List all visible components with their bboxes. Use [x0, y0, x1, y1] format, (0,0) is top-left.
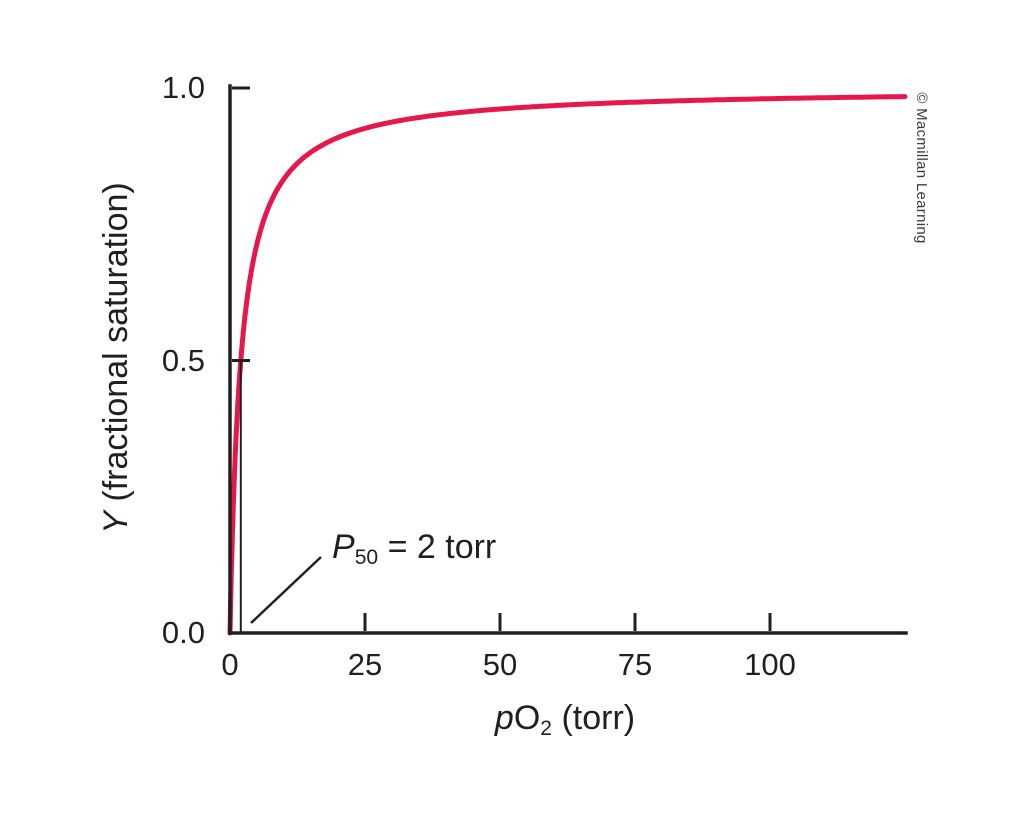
saturation-curve — [227, 94, 908, 636]
x-tick-label-25: 25 — [347, 647, 383, 682]
p50-symbol: P — [332, 528, 355, 566]
tick-marks — [232, 86, 772, 631]
x-axis-symbol-o: O — [513, 699, 541, 737]
x-axis-subscript: 2 — [540, 716, 552, 740]
p50-value-text: = 2 torr — [378, 528, 497, 566]
x-tick-label-75: 75 — [617, 647, 653, 682]
y-tick-label-1.0: 1.0 — [161, 70, 205, 105]
y-tick-label-0.0: 0.0 — [161, 615, 205, 650]
x-axis-label: pO2 (torr) — [365, 698, 765, 749]
x-axis-symbol-p: p — [494, 699, 514, 737]
p50-annotation: P50 = 2 torr — [332, 527, 496, 578]
x-tick-label-100: 100 — [744, 647, 796, 682]
copyright-credit: © Macmillan Learning — [913, 92, 930, 244]
x-axis-label-text: (torr) — [552, 699, 636, 737]
y-axis-symbol: Y — [97, 511, 135, 534]
annotation-pointer-line — [250, 556, 322, 624]
x-tick-label-50: 50 — [482, 647, 518, 682]
y-tick-label-0.5: 0.5 — [161, 342, 205, 378]
x-tick-label-0: 0 — [221, 647, 239, 682]
p50-subscript: 50 — [354, 545, 379, 569]
